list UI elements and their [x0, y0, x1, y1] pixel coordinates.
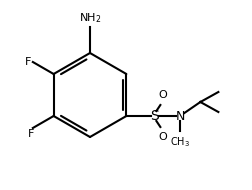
Text: N: N	[176, 109, 185, 123]
Text: F: F	[24, 57, 31, 67]
Text: CH$_3$: CH$_3$	[170, 135, 190, 149]
Text: F: F	[28, 129, 34, 139]
Text: NH$_2$: NH$_2$	[79, 11, 101, 25]
Text: O: O	[158, 132, 167, 142]
Text: S: S	[150, 109, 159, 123]
Text: O: O	[158, 90, 167, 100]
